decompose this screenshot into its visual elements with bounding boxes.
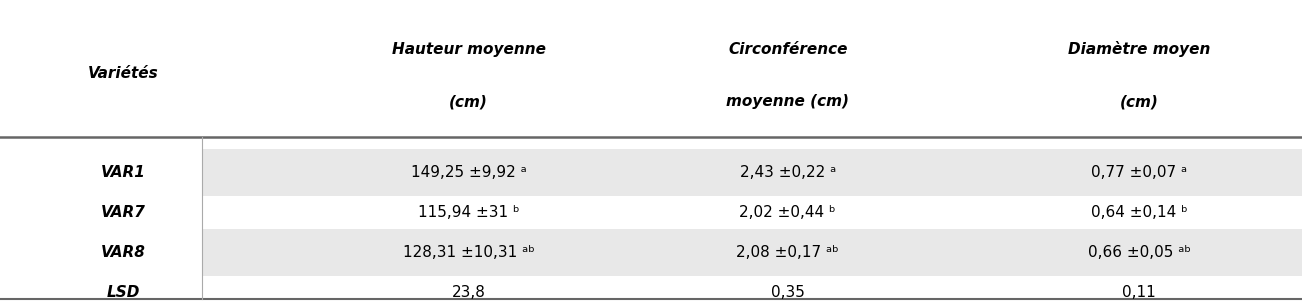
Text: Diamètre moyen: Diamètre moyen xyxy=(1068,41,1211,57)
Text: 0,35: 0,35 xyxy=(771,285,805,300)
Text: VAR7: VAR7 xyxy=(102,205,146,220)
Text: Hauteur moyenne: Hauteur moyenne xyxy=(392,42,546,57)
Text: (cm): (cm) xyxy=(1120,94,1159,109)
Text: VAR1: VAR1 xyxy=(102,165,146,180)
Text: 2,08 ±0,17 ᵃᵇ: 2,08 ±0,17 ᵃᵇ xyxy=(737,245,838,260)
Bar xyxy=(202,229,1302,276)
Text: Circonférence: Circonférence xyxy=(728,42,848,57)
Text: 0,11: 0,11 xyxy=(1122,285,1156,300)
Text: moyenne (cm): moyenne (cm) xyxy=(727,94,849,109)
Text: (cm): (cm) xyxy=(449,94,488,109)
Text: 149,25 ±9,92 ᵃ: 149,25 ±9,92 ᵃ xyxy=(411,165,526,180)
Text: 115,94 ±31 ᵇ: 115,94 ±31 ᵇ xyxy=(418,205,519,220)
Text: 128,31 ±10,31 ᵃᵇ: 128,31 ±10,31 ᵃᵇ xyxy=(402,245,535,260)
Text: 2,43 ±0,22 ᵃ: 2,43 ±0,22 ᵃ xyxy=(740,165,836,180)
Bar xyxy=(202,149,1302,196)
Text: 0,66 ±0,05 ᵃᵇ: 0,66 ±0,05 ᵃᵇ xyxy=(1087,245,1191,260)
Text: 0,77 ±0,07 ᵃ: 0,77 ±0,07 ᵃ xyxy=(1091,165,1187,180)
Text: 2,02 ±0,44 ᵇ: 2,02 ±0,44 ᵇ xyxy=(740,205,836,220)
Text: 23,8: 23,8 xyxy=(452,285,486,300)
Text: VAR8: VAR8 xyxy=(102,245,146,260)
Text: 0,64 ±0,14 ᵇ: 0,64 ±0,14 ᵇ xyxy=(1091,205,1187,220)
Text: LSD: LSD xyxy=(107,285,141,300)
Text: Variétés: Variétés xyxy=(89,67,159,81)
